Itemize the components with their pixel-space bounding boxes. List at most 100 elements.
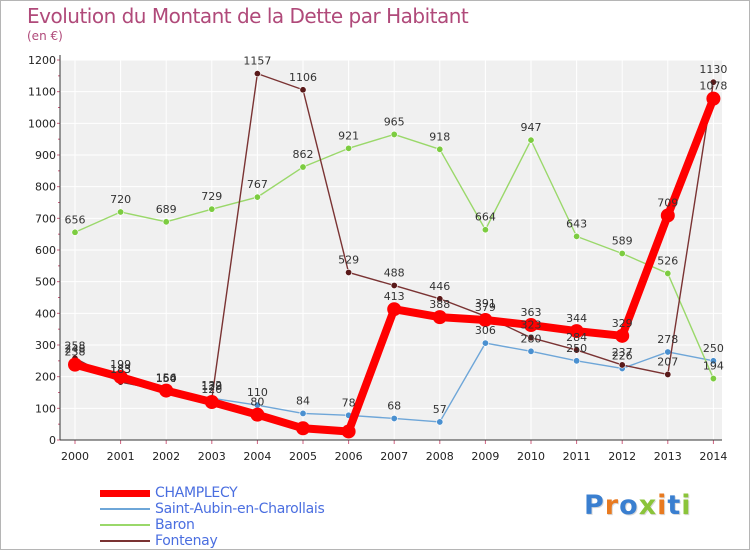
series-point-0	[296, 421, 310, 436]
series-point-0	[204, 395, 219, 409]
data-label: 413	[384, 290, 405, 303]
series-point-0	[660, 208, 675, 223]
series-point-0	[615, 328, 630, 343]
data-label: 1078	[699, 80, 727, 93]
data-label: 250	[566, 342, 587, 355]
data-label: 363	[521, 306, 542, 319]
x-tick-label: 2012	[608, 450, 636, 463]
series-point-2	[618, 249, 626, 257]
y-tick-label: 1200	[28, 54, 56, 67]
data-label: 921	[338, 129, 359, 142]
y-tick-label: 500	[35, 276, 56, 289]
series-point-0	[524, 318, 538, 333]
series-point-0	[432, 310, 447, 325]
series-point-1	[664, 348, 672, 356]
series-point-2	[162, 218, 170, 226]
proxiti-logo: Proxiti	[584, 490, 692, 521]
series-point-1	[481, 339, 489, 347]
data-label: 767	[247, 178, 268, 191]
data-label: 643	[566, 217, 587, 230]
y-tick-label: 700	[35, 212, 56, 225]
series-point-3	[709, 78, 717, 86]
series-point-2	[573, 232, 581, 240]
series-point-3	[527, 334, 535, 342]
data-label: 129	[201, 380, 222, 393]
series-point-2	[390, 130, 398, 138]
x-tick-label: 2000	[61, 450, 89, 463]
data-label: 238	[65, 346, 86, 359]
x-tick-label: 2007	[380, 450, 408, 463]
series-point-2	[208, 205, 216, 213]
series-point-2	[345, 144, 353, 152]
series-point-0	[478, 312, 493, 327]
legend-label: CHAMPLECY	[155, 485, 238, 501]
data-label: 258	[65, 339, 86, 352]
series-point-2	[253, 193, 261, 201]
series-point-3	[345, 268, 353, 276]
data-label: 194	[703, 360, 724, 373]
series-point-2	[481, 226, 489, 234]
data-label: 589	[612, 234, 633, 247]
data-label: 183	[110, 363, 131, 376]
data-label: 278	[657, 333, 678, 346]
y-tick-label: 200	[35, 371, 56, 384]
data-label: 68	[387, 399, 401, 412]
series-point-0	[706, 91, 721, 106]
legend-swatch	[100, 540, 150, 542]
data-label: 1157	[243, 55, 271, 68]
legend-label: Saint-Aubin-en-Charollais	[155, 501, 325, 517]
data-label: 248	[65, 342, 86, 355]
y-tick-label: 300	[35, 339, 56, 352]
data-label: 160	[156, 372, 177, 385]
series-point-1	[390, 414, 398, 422]
data-label: 57	[433, 403, 447, 416]
series-point-1	[436, 418, 444, 426]
data-label: 80	[250, 396, 264, 409]
y-tick-label: 400	[35, 307, 56, 320]
data-label: 656	[65, 213, 86, 226]
x-tick-label: 2005	[289, 450, 317, 463]
data-label: 154	[156, 372, 177, 385]
x-tick-label: 2004	[243, 450, 271, 463]
series-point-3	[253, 70, 261, 78]
data-label: 237	[612, 346, 633, 359]
data-label: 199	[110, 358, 131, 371]
data-label: 185	[110, 363, 131, 376]
series-point-3	[436, 295, 444, 303]
data-label: 379	[475, 301, 496, 314]
x-tick-label: 2006	[335, 450, 363, 463]
data-label: 284	[566, 331, 587, 344]
series-point-3	[664, 370, 672, 378]
series-point-0	[387, 302, 402, 317]
data-label: 156	[156, 372, 177, 385]
series-point-0	[569, 324, 584, 339]
series-point-1	[573, 357, 581, 365]
data-label: 729	[201, 190, 222, 203]
data-label: 488	[384, 266, 405, 279]
data-label: 1106	[289, 71, 317, 84]
data-label: 78	[342, 396, 356, 409]
y-tick-label: 100	[35, 402, 56, 415]
series-point-2	[436, 145, 444, 153]
y-tick-label: 1100	[28, 86, 56, 99]
chart-title: Evolution du Montant de la Dette par Hab…	[27, 4, 469, 28]
data-label: 529	[338, 253, 359, 266]
x-tick-label: 2008	[426, 450, 454, 463]
series-point-2	[664, 269, 672, 277]
data-label: 306	[475, 324, 496, 337]
series-point-0	[159, 383, 174, 398]
data-label: 329	[612, 317, 633, 330]
series-point-2	[527, 136, 535, 144]
data-label: 664	[475, 211, 496, 224]
data-label: 207	[657, 355, 678, 368]
series-point-2	[299, 163, 307, 171]
legend-label: Fontenay	[155, 533, 218, 549]
legend-swatch	[100, 489, 150, 497]
y-tick-label: 0	[49, 434, 56, 447]
data-label: 323	[521, 319, 542, 332]
x-tick-label: 2002	[152, 450, 180, 463]
x-tick-label: 2003	[198, 450, 226, 463]
data-label: 280	[521, 332, 542, 345]
series-point-2	[709, 375, 717, 383]
